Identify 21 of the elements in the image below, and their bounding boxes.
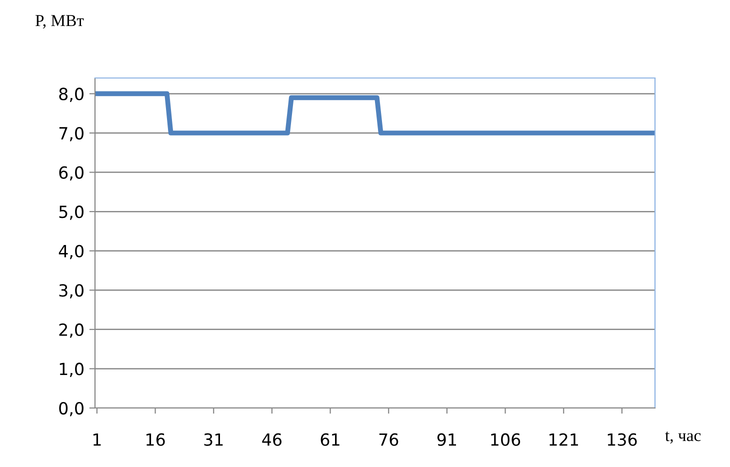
y-tick-label: 7,0	[59, 126, 84, 142]
x-tick-label: 121	[550, 433, 578, 446]
x-tick-label: 61	[320, 433, 340, 446]
y-tick-label: 0,0	[59, 402, 84, 416]
x-tick-label: 106	[491, 433, 520, 446]
x-tick-label: 76	[379, 433, 398, 446]
x-tick-label: 46	[262, 433, 282, 446]
x-tick-label: 16	[146, 433, 165, 446]
x-tick-label: 136	[608, 433, 637, 446]
y-axis-title: P, МВт	[35, 15, 84, 29]
y-tick-label: 5,0	[59, 206, 84, 220]
y-tick-label: 1,0	[60, 362, 84, 377]
x-tick-label: 31	[204, 433, 223, 446]
y-tick-label: 4,0	[58, 244, 84, 260]
y-tick-label: 8,0	[59, 88, 84, 102]
y-tick-label: 6,0	[59, 166, 84, 181]
y-tick-label: 2,0	[59, 323, 84, 338]
x-tick-label: 1	[93, 434, 101, 446]
x-axis-title: t, час	[665, 432, 701, 444]
y-tick-label: 3,0	[59, 284, 84, 298]
x-tick-label: 91	[437, 433, 456, 446]
